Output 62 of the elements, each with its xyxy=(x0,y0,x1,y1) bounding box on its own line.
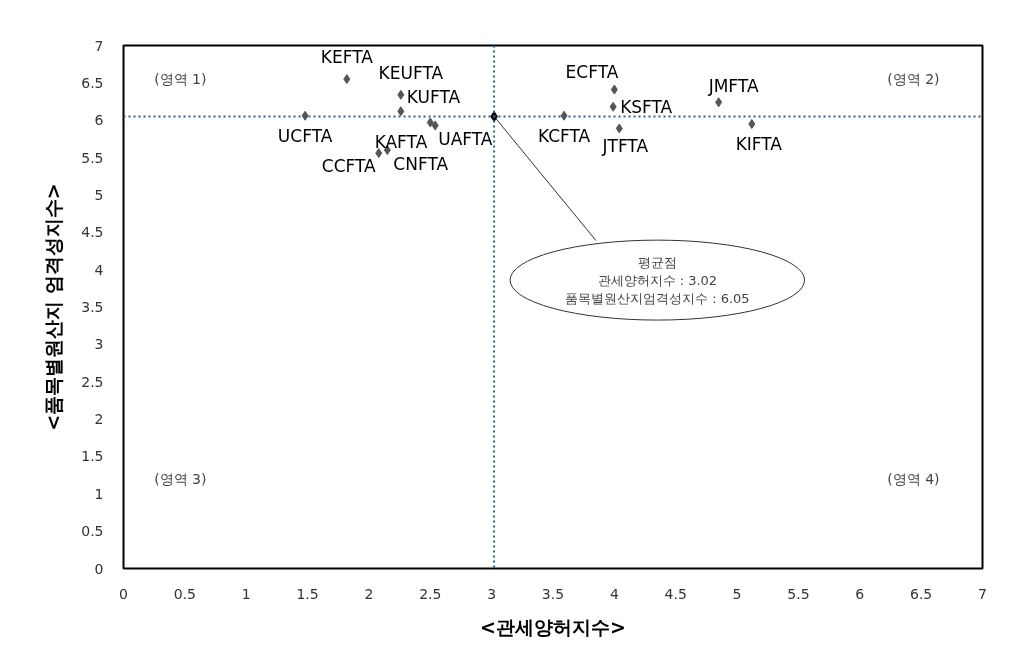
point xyxy=(375,148,383,159)
series-label: KEFTA xyxy=(320,47,374,68)
y-axis-title: <품목별원산지 엄격성지수> xyxy=(42,183,65,431)
point xyxy=(431,120,439,131)
x-tick-label: 6 xyxy=(855,585,865,602)
series-label: JMFTA xyxy=(707,76,759,97)
y-tick-label: 6.5 xyxy=(81,74,104,91)
y-tick-label: 1.5 xyxy=(81,448,104,465)
y-tick-label: 3 xyxy=(94,336,104,353)
series-label: CNFTA xyxy=(393,154,449,175)
y-tick-label: 0.5 xyxy=(81,523,104,540)
point xyxy=(748,118,756,129)
y-tick-label: 1 xyxy=(94,485,104,502)
y-tick-label: 2.5 xyxy=(81,373,104,390)
series-label: KSFTA xyxy=(620,96,673,117)
y-tick-label: 3.5 xyxy=(81,299,104,315)
annotation: (영역 4) xyxy=(887,470,940,487)
point xyxy=(397,106,405,117)
series-label: UCFTA xyxy=(277,125,333,146)
series-label: KAFTA xyxy=(374,132,428,153)
annotation: 평균점 관세양허지수 : 3.02 품목별원산지엄격성지수 : 6.05 xyxy=(565,254,750,306)
x-tick-label: 3 xyxy=(487,585,497,602)
point xyxy=(615,123,623,134)
x-tick-label: 2.5 xyxy=(419,585,442,602)
y-tick-label: 6 xyxy=(94,112,104,129)
series-label: ECFTA xyxy=(565,61,619,82)
x-axis-title: <관세양허지수> xyxy=(480,615,626,638)
series-label: JTFTA xyxy=(601,136,649,157)
series-label: KEUFTA xyxy=(378,62,444,83)
x-tick-label: 4 xyxy=(609,585,619,602)
x-tick-label: 0 xyxy=(119,585,128,602)
series-label: UAFTA xyxy=(438,129,493,150)
y-tick-label: 5.5 xyxy=(81,149,104,166)
y-tick-label: 0 xyxy=(94,560,104,577)
x-tick-label: 5 xyxy=(732,585,742,602)
y-tick-label: 4 xyxy=(94,261,104,278)
point xyxy=(715,97,723,108)
series-label: KCFTA xyxy=(537,125,591,146)
x-tick-label: 5.5 xyxy=(787,585,810,602)
series-label: CCFTA xyxy=(321,156,377,177)
annotation: (영역 1) xyxy=(154,71,207,88)
x-tick-label: 4.5 xyxy=(664,585,687,602)
point xyxy=(609,101,617,112)
series-label: KIFTA xyxy=(735,133,783,154)
point xyxy=(397,89,405,100)
y-tick-label: 4.5 xyxy=(81,224,104,241)
y-tick-label: 2 xyxy=(94,411,104,428)
x-tick-label: 7 xyxy=(978,585,987,602)
x-tick-label: 6.5 xyxy=(910,585,933,602)
y-tick-label: 5 xyxy=(94,186,104,203)
x-tick-label: 0.5 xyxy=(173,585,196,602)
x-tick-label: 1 xyxy=(241,585,251,602)
y-tick-label: 7 xyxy=(94,37,104,54)
annotation: (영역 2) xyxy=(887,71,940,88)
x-tick-label: 1.5 xyxy=(296,585,319,602)
x-tick-label: 3.5 xyxy=(541,585,565,602)
series-label: KUFTA xyxy=(406,87,461,108)
point xyxy=(426,117,434,128)
point xyxy=(343,74,351,85)
x-tick-label: 2 xyxy=(364,585,374,602)
annotation: (영역 3) xyxy=(154,470,207,487)
point xyxy=(610,84,618,95)
